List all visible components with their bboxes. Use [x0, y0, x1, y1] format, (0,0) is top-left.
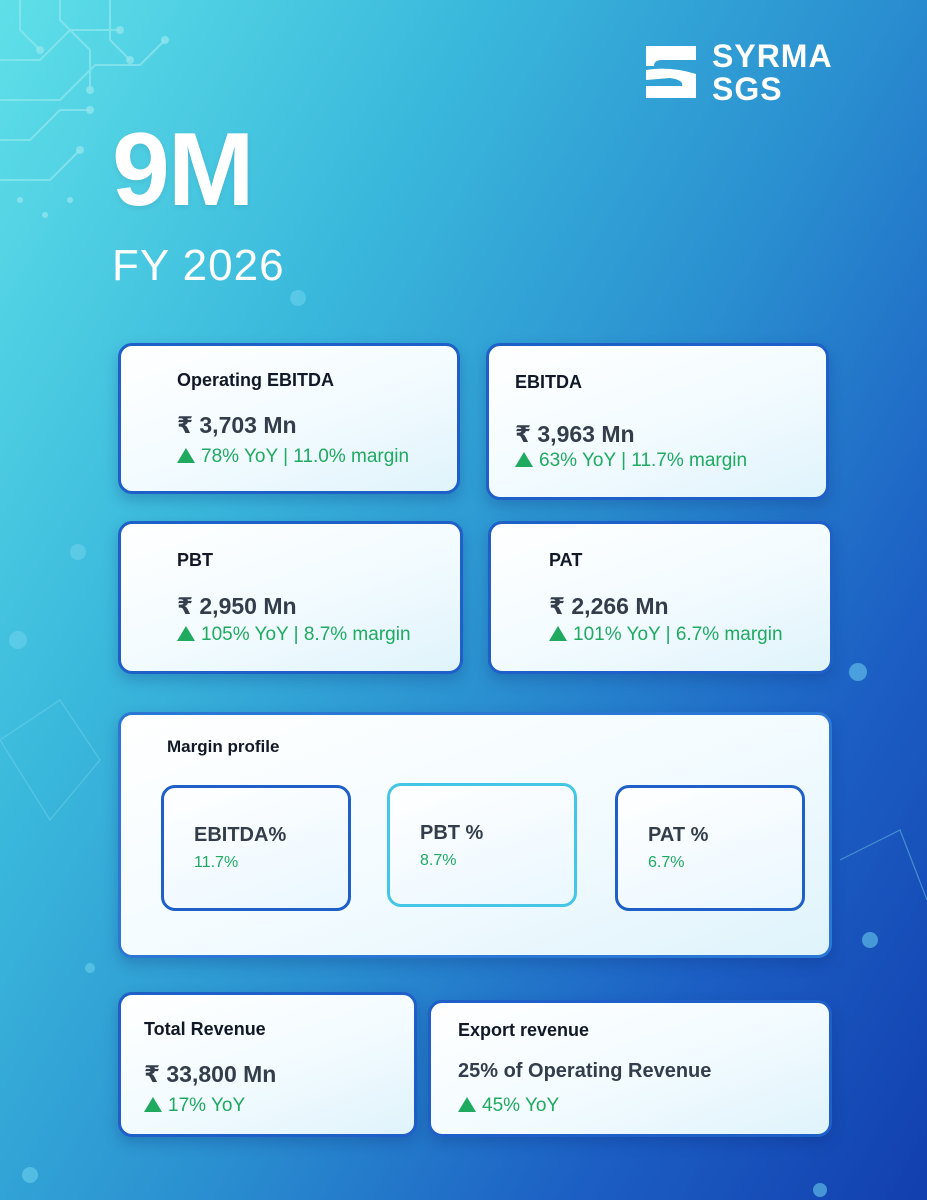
delta-text: 17% YoY	[168, 1095, 246, 1116]
card-delta: 45% YoY	[458, 1095, 559, 1117]
card-title: Operating EBITDA	[177, 370, 335, 390]
card-title: Export revenue	[458, 1020, 590, 1040]
card-title: Total Revenue	[144, 1019, 266, 1039]
card-value: ₹ 2,950 Mn	[177, 593, 297, 619]
card-value: 25% of Operating Revenue	[458, 1060, 712, 1082]
triangle-up-icon	[549, 626, 567, 641]
delta-text: 78% YoY | 11.0% margin	[201, 446, 410, 467]
card-delta: 78% YoY | 11.0% margin	[177, 446, 409, 468]
delta-text: 105% YoY | 8.7% margin	[201, 624, 411, 645]
delta-text: 63% YoY | 11.7% margin	[539, 450, 748, 471]
margin-tile-label: EBITDA%	[194, 824, 287, 846]
card-operating-ebitda: Operating EBITDA ₹ 3,703 Mn 78% YoY | 11…	[118, 343, 460, 494]
margin-profile-title: Margin profile	[167, 737, 280, 756]
card-value: ₹ 33,800 Mn	[144, 1061, 277, 1087]
brand-logo: SYRMA SGS	[640, 40, 870, 106]
margin-tile-ebitda: EBITDA% 11.7%	[161, 785, 351, 911]
card-delta: 101% YoY | 6.7% margin	[549, 624, 783, 646]
brand-line-1: SYRMA	[712, 38, 833, 74]
card-value: ₹ 3,703 Mn	[177, 412, 297, 438]
margin-tile-pbt: PBT % 8.7%	[387, 783, 577, 907]
card-delta: 105% YoY | 8.7% margin	[177, 624, 411, 646]
syrma-s-logo-icon	[646, 46, 696, 98]
card-title: EBITDA	[515, 372, 582, 392]
brand-line-2: SGS	[712, 71, 783, 107]
triangle-up-icon	[177, 448, 195, 463]
card-title: PBT	[177, 550, 213, 570]
card-value: ₹ 2,266 Mn	[549, 593, 669, 619]
triangle-up-icon	[177, 626, 195, 641]
card-delta: 17% YoY	[144, 1095, 245, 1117]
card-pbt: PBT ₹ 2,950 Mn 105% YoY | 8.7% margin	[118, 521, 463, 674]
card-title: PAT	[549, 550, 583, 570]
card-export-revenue: Export revenue 25% of Operating Revenue …	[428, 1000, 832, 1137]
triangle-up-icon	[458, 1097, 476, 1112]
triangle-up-icon	[144, 1097, 162, 1112]
margin-tile-pat: PAT % 6.7%	[615, 785, 805, 911]
card-delta: 63% YoY | 11.7% margin	[515, 450, 747, 472]
card-value: ₹ 3,963 Mn	[515, 421, 635, 447]
fiscal-year: FY 2026	[112, 241, 285, 290]
delta-text: 45% YoY	[482, 1095, 560, 1116]
brand-wordmark: SYRMA SGS	[712, 40, 833, 106]
period-title: 9M	[112, 112, 254, 228]
margin-profile-panel: Margin profile EBITDA% 11.7% PBT % 8.7% …	[118, 712, 832, 958]
margin-tile-label: PAT %	[648, 824, 709, 846]
card-pat: PAT ₹ 2,266 Mn 101% YoY | 6.7% margin	[488, 521, 833, 674]
margin-tile-label: PBT %	[420, 822, 484, 844]
delta-text: 101% YoY | 6.7% margin	[573, 624, 783, 645]
margin-tile-value: 11.7%	[194, 854, 239, 871]
card-ebitda: EBITDA ₹ 3,963 Mn 63% YoY | 11.7% margin	[486, 343, 829, 500]
margin-tile-value: 8.7%	[420, 852, 457, 869]
triangle-up-icon	[515, 452, 533, 467]
card-total-revenue: Total Revenue ₹ 33,800 Mn 17% YoY	[118, 992, 417, 1137]
margin-tile-value: 6.7%	[648, 854, 685, 871]
